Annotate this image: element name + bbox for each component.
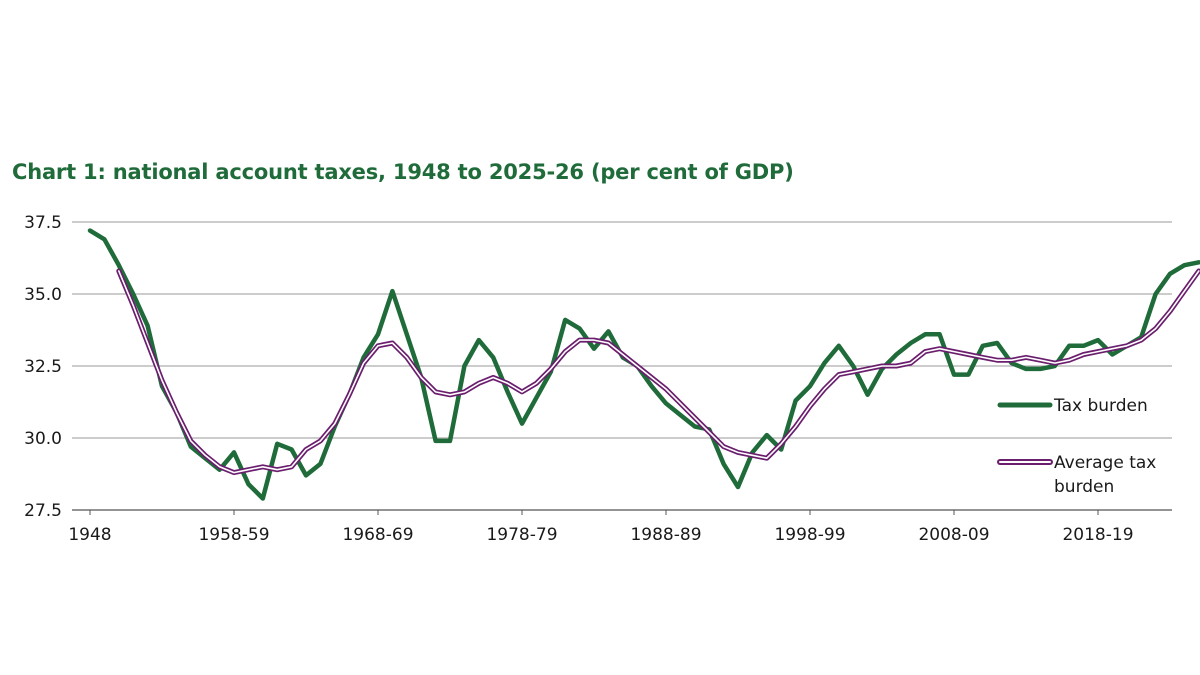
y-tick-label: 37.5 — [24, 213, 62, 233]
x-tick-label: 1978-79 — [486, 525, 557, 545]
legend-label-average-tax-burden: Average tax burden — [1054, 453, 1156, 497]
legend: Tax burden Average tax burden — [997, 396, 1156, 497]
chart-title: Chart 1: national account taxes, 1948 to… — [12, 160, 794, 184]
gridlines — [72, 221, 1172, 511]
y-tick-label: 27.5 — [24, 501, 62, 521]
x-tick-label: 1968-69 — [342, 525, 413, 545]
x-tick-label: 1958-59 — [198, 525, 269, 545]
x-tick-label: 1948 — [68, 525, 111, 545]
legend-label-tax-burden: Tax burden — [1053, 396, 1148, 416]
series-line-tax-burden — [87, 228, 1200, 501]
y-tick-label: 35.0 — [24, 285, 62, 305]
x-tick-label: 1988-89 — [630, 525, 701, 545]
x-axis-tick-labels: 1948 1958-59 1968-69 1978-79 1988-89 1998-99 2… — [68, 510, 1134, 545]
series-line-average-tax-burden-inner — [118, 270, 1200, 474]
y-tick-label: 30.0 — [24, 429, 62, 449]
y-axis-tick-labels: 27.5 30.0 32.5 35.0 37.5 — [24, 213, 62, 521]
x-tick-label: 2018-19 — [1062, 525, 1133, 545]
y-tick-label: 32.5 — [24, 357, 62, 377]
chart-series — [87, 228, 1200, 501]
x-tick-label: 1998-99 — [774, 525, 845, 545]
series-line-average-tax-burden — [116, 268, 1200, 476]
x-tick-label: 2008-09 — [918, 525, 989, 545]
